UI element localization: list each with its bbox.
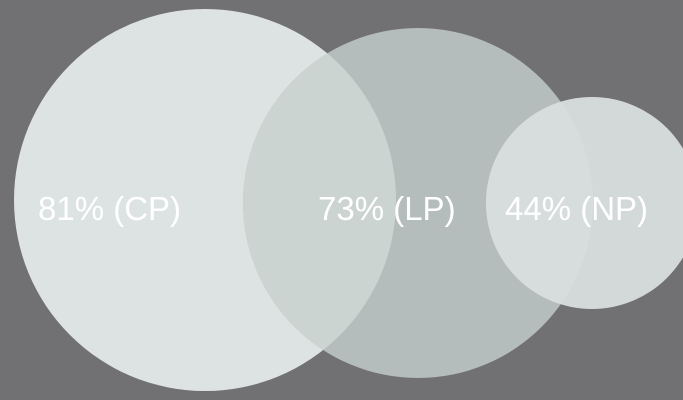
label-np: 44% (NP) (505, 190, 649, 227)
label-cp: 81% (CP) (38, 190, 182, 227)
overlap-lp-np (486, 97, 593, 309)
overlap-cp-lp (243, 28, 396, 378)
label-lp: 73% (LP) (318, 190, 456, 227)
